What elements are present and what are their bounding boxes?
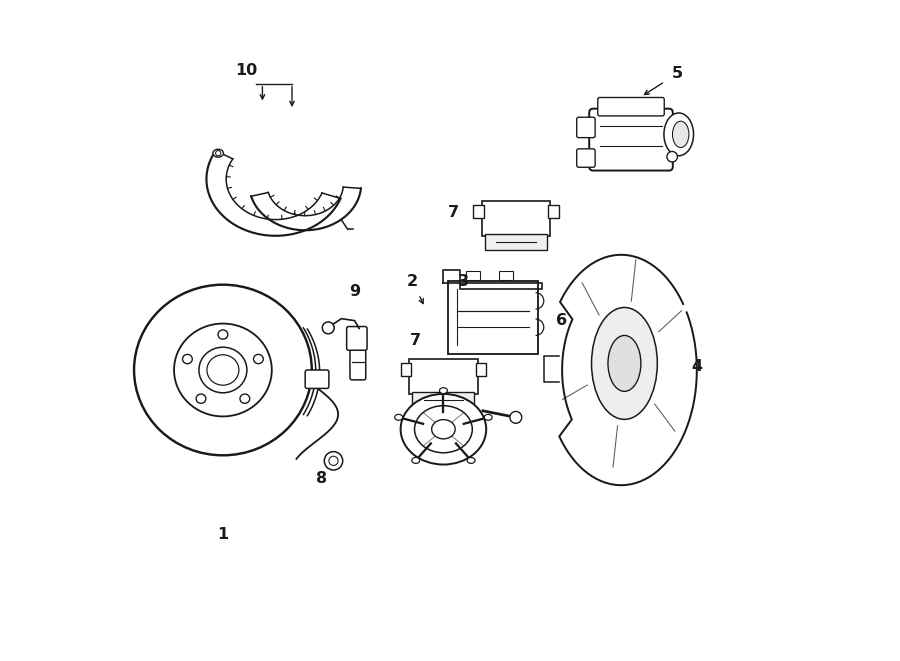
Ellipse shape xyxy=(412,457,419,463)
Text: 10: 10 xyxy=(235,63,257,78)
Text: 7: 7 xyxy=(410,333,420,348)
Ellipse shape xyxy=(467,457,475,463)
Ellipse shape xyxy=(415,406,473,453)
FancyBboxPatch shape xyxy=(305,370,328,389)
FancyBboxPatch shape xyxy=(577,117,595,137)
Ellipse shape xyxy=(254,354,264,364)
Ellipse shape xyxy=(608,335,641,391)
FancyBboxPatch shape xyxy=(590,108,673,171)
Ellipse shape xyxy=(432,420,455,439)
FancyBboxPatch shape xyxy=(400,363,411,376)
Circle shape xyxy=(667,151,678,162)
Circle shape xyxy=(510,411,522,423)
Text: 3: 3 xyxy=(457,274,469,289)
Text: 7: 7 xyxy=(447,204,459,219)
Text: 4: 4 xyxy=(691,359,702,374)
Ellipse shape xyxy=(484,414,492,420)
FancyBboxPatch shape xyxy=(485,235,547,251)
Circle shape xyxy=(322,322,334,334)
Ellipse shape xyxy=(218,330,228,339)
Ellipse shape xyxy=(240,394,249,403)
FancyBboxPatch shape xyxy=(350,346,365,380)
FancyBboxPatch shape xyxy=(466,271,481,280)
Text: 8: 8 xyxy=(316,471,328,486)
Ellipse shape xyxy=(439,388,447,393)
FancyBboxPatch shape xyxy=(410,359,478,395)
FancyBboxPatch shape xyxy=(346,327,367,350)
Circle shape xyxy=(216,151,220,156)
FancyBboxPatch shape xyxy=(448,281,537,354)
Circle shape xyxy=(328,456,338,465)
FancyBboxPatch shape xyxy=(412,393,474,408)
FancyBboxPatch shape xyxy=(476,363,486,376)
Ellipse shape xyxy=(199,347,247,393)
FancyBboxPatch shape xyxy=(482,201,550,237)
Ellipse shape xyxy=(174,324,272,416)
FancyBboxPatch shape xyxy=(473,205,483,218)
Text: 1: 1 xyxy=(218,527,229,542)
Ellipse shape xyxy=(196,394,206,403)
Ellipse shape xyxy=(591,307,657,419)
Ellipse shape xyxy=(672,121,688,147)
FancyBboxPatch shape xyxy=(548,205,559,218)
FancyBboxPatch shape xyxy=(598,97,664,116)
Ellipse shape xyxy=(395,414,402,420)
Text: 9: 9 xyxy=(349,284,360,299)
FancyBboxPatch shape xyxy=(499,271,513,280)
Ellipse shape xyxy=(134,285,311,455)
Ellipse shape xyxy=(664,113,694,156)
Text: 5: 5 xyxy=(671,66,682,81)
Text: 2: 2 xyxy=(407,274,418,289)
Ellipse shape xyxy=(183,354,193,364)
Ellipse shape xyxy=(207,355,238,385)
Text: 6: 6 xyxy=(556,313,568,328)
FancyBboxPatch shape xyxy=(577,149,595,167)
Circle shape xyxy=(324,451,343,470)
Ellipse shape xyxy=(400,394,486,465)
Ellipse shape xyxy=(213,149,223,157)
